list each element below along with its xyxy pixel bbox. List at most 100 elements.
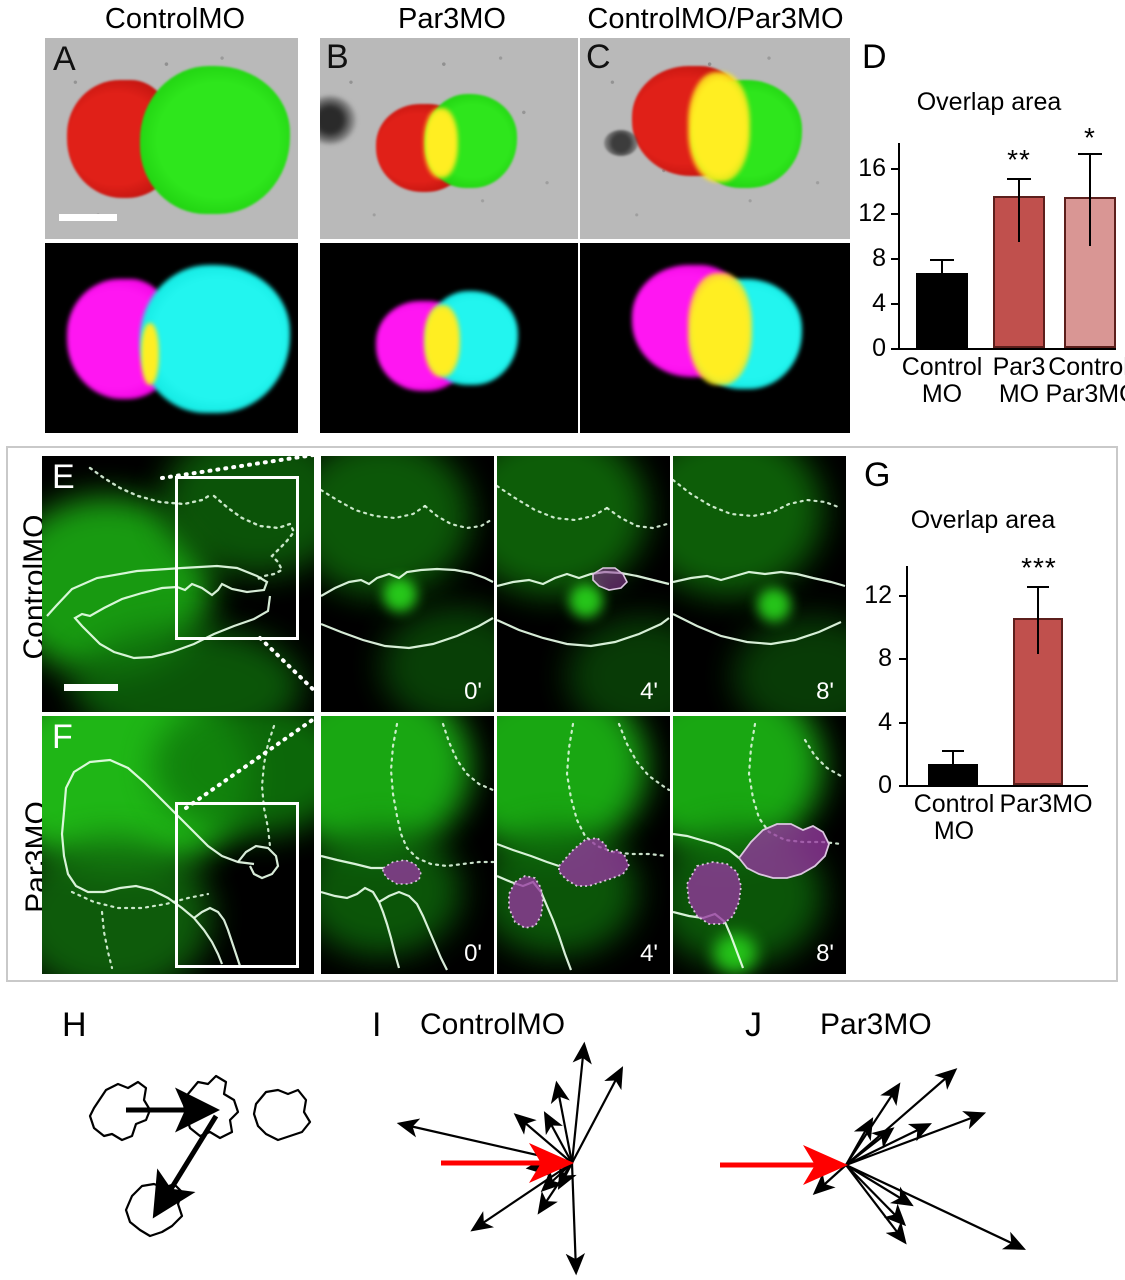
- panel-g-ylabel-12: 12: [864, 581, 892, 609]
- panel-g-err-par3mo: [1037, 586, 1039, 654]
- panel-d-significance-control-par3mo: *: [1084, 122, 1096, 153]
- panel-e-time-caption-1: 4': [640, 678, 658, 705]
- catlabel-line: Control: [901, 353, 983, 381]
- panel-f-roi-box: [175, 802, 299, 968]
- panel-g-tick-8: [899, 658, 907, 660]
- panel-d-ylabel-8: 8: [872, 244, 886, 272]
- panel-e-outlines-0: [321, 488, 494, 650]
- green-glow: [713, 934, 757, 974]
- panel-g-catlabel-control: Control MO: [890, 791, 1018, 845]
- green-glow: [569, 584, 603, 618]
- panel-a-brightfield: A: [45, 38, 298, 239]
- spheroid-green-a: [140, 66, 290, 214]
- panel-j-vectors: [720, 1068, 1026, 1250]
- panel-f-time-caption-1: 4': [640, 940, 658, 967]
- panel-h-diagram: [88, 1074, 312, 1238]
- panel-d-errcap-control: [930, 259, 954, 261]
- panel-letter-c: C: [586, 38, 611, 76]
- panel-d-tick-8: [891, 258, 899, 260]
- panel-f-zoom-leaders: [184, 714, 320, 810]
- panel-d-ylabel-16: 16: [858, 154, 886, 182]
- panel-letter-b: B: [326, 38, 349, 76]
- scale-bar-e: [64, 684, 118, 691]
- column-header-control-par3mo: ControlMO/Par3MO: [587, 3, 844, 35]
- catlabel-line: MO: [933, 817, 975, 845]
- panel-f-time-caption-2: 8': [816, 940, 834, 967]
- panel-g-errcap-par3mo: [1027, 586, 1049, 588]
- panel-g-tick-0: [899, 785, 907, 787]
- panel-d-significance-par3mo: **: [1007, 144, 1031, 175]
- green-glow: [72, 626, 302, 712]
- panel-g-ylabel-0: 0: [878, 771, 892, 799]
- panel-e-timelapse-1: 4': [497, 456, 670, 712]
- panel-d-errcap-control-par3mo: [1078, 153, 1102, 155]
- panel-g-err-control: [952, 750, 954, 772]
- panel-f-timelapse-2: 8': [673, 716, 846, 974]
- panel-d-tick-4: [891, 303, 899, 305]
- panel-letter-j: J: [745, 1006, 762, 1044]
- panel-f-cell-outlines: [60, 724, 280, 970]
- overlap-yellow-b: [424, 108, 458, 178]
- panel-d-tick-0: [891, 348, 899, 350]
- panel-b-fluorescence: [320, 243, 578, 433]
- panel-d-tick-12: [891, 213, 899, 215]
- green-glow: [757, 588, 791, 622]
- panel-d-tick-16: [891, 168, 899, 170]
- panel-g-catlabel-par3mo: Par3MO: [986, 791, 1106, 818]
- panel-e-outlines-1: [497, 484, 670, 648]
- catlabel-line: Control/: [1048, 353, 1125, 381]
- panel-f-timelapse-0: 0': [321, 716, 494, 974]
- panel-j-title: Par3MO: [820, 1008, 932, 1041]
- cell-outline: [252, 1088, 312, 1142]
- catlabel-line: MO: [921, 380, 963, 408]
- panel-f-outlines-0: [321, 722, 494, 971]
- panel-d-err-par3mo: [1018, 178, 1020, 242]
- catlabel-line: Par3MO: [999, 790, 1093, 818]
- panel-e-timelapse-2: 8': [673, 456, 846, 712]
- panel-g-x-axis: [906, 785, 1088, 787]
- panel-e-time-caption-0: 0': [464, 678, 482, 705]
- panel-e-zoom-leaders: [160, 452, 324, 700]
- catlabel-line: MO: [998, 380, 1040, 408]
- panel-e-outlines-2: [673, 478, 846, 646]
- column-header-par3mo: Par3MO: [398, 3, 506, 35]
- overlap-yellow-b: [424, 305, 460, 377]
- overlap-yellow-a: [141, 323, 159, 385]
- panel-b-brightfield: B: [320, 38, 578, 239]
- panel-e-overview: E: [42, 456, 314, 712]
- panel-e-timelapse-0: 0': [321, 456, 494, 712]
- column-header-controlmo: ControlMO: [104, 3, 246, 35]
- vector-arrows-i: [396, 1041, 624, 1276]
- panel-f-outlines-1: [497, 722, 670, 971]
- panel-letter-a: A: [53, 40, 76, 78]
- panel-f-outlines-2: [673, 722, 843, 969]
- panel-c-brightfield: C: [580, 38, 850, 239]
- catlabel-line: Par3: [992, 353, 1046, 381]
- migration-arrow-diagonal: [152, 1114, 219, 1219]
- panel-f-overview: F: [42, 716, 314, 974]
- panel-e-cell-outlines: [46, 466, 296, 660]
- panel-i-title: ControlMO: [420, 1008, 566, 1041]
- panel-i-vectors: [396, 1041, 624, 1276]
- panel-d-chart: D Overlap area 0 4 8 12 16 ** * Control: [858, 38, 1125, 438]
- panel-d-ylabel-12: 12: [858, 199, 886, 227]
- panel-g-errcap-control: [942, 750, 964, 752]
- panel-d-err-control-par3mo: [1089, 153, 1091, 246]
- catlabel-line: Control: [913, 790, 995, 818]
- overlap-yellow-c: [688, 273, 752, 385]
- panel-letter-e: E: [52, 458, 75, 496]
- panel-letter-d: D: [862, 38, 887, 76]
- panel-d-ylabel-4: 4: [872, 289, 886, 317]
- panel-g-tick-12: [899, 595, 907, 597]
- overlap-yellow-c: [688, 72, 750, 182]
- panel-d-errcap-par3mo: [1007, 178, 1031, 180]
- panel-g-significance-par3mo: ***: [1021, 552, 1057, 583]
- panel-d-y-axis: [898, 143, 900, 350]
- panel-g-title: Overlap area: [910, 506, 1056, 534]
- panel-d-x-axis: [898, 348, 1116, 350]
- panel-d-err-control: [941, 259, 943, 287]
- cell-outline: [124, 1182, 184, 1238]
- panel-e-time-caption-2: 8': [816, 678, 834, 705]
- panel-d-catlabel-control: Control MO: [882, 354, 1002, 408]
